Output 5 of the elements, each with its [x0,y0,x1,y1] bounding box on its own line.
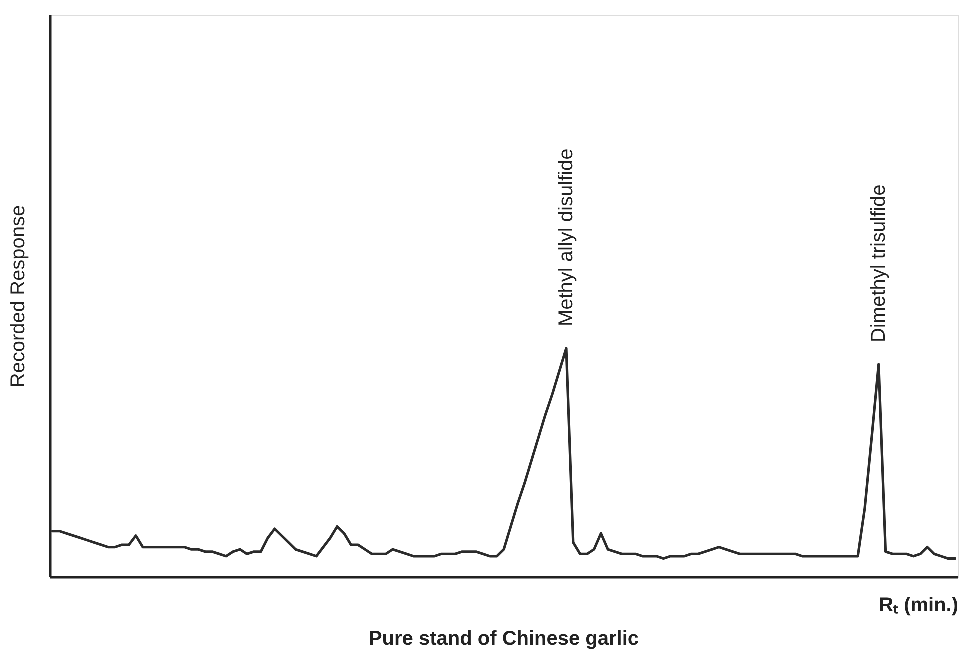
y-axis-title: Recorded Response [8,205,30,388]
annotation: Dimethyl trisulfide [868,184,890,343]
text: Pure stand of Chinese garlic [368,628,640,650]
x-axis-title: Rₜ (min.) [879,594,958,616]
annotation: Methyl allyl disulfide [555,148,578,327]
